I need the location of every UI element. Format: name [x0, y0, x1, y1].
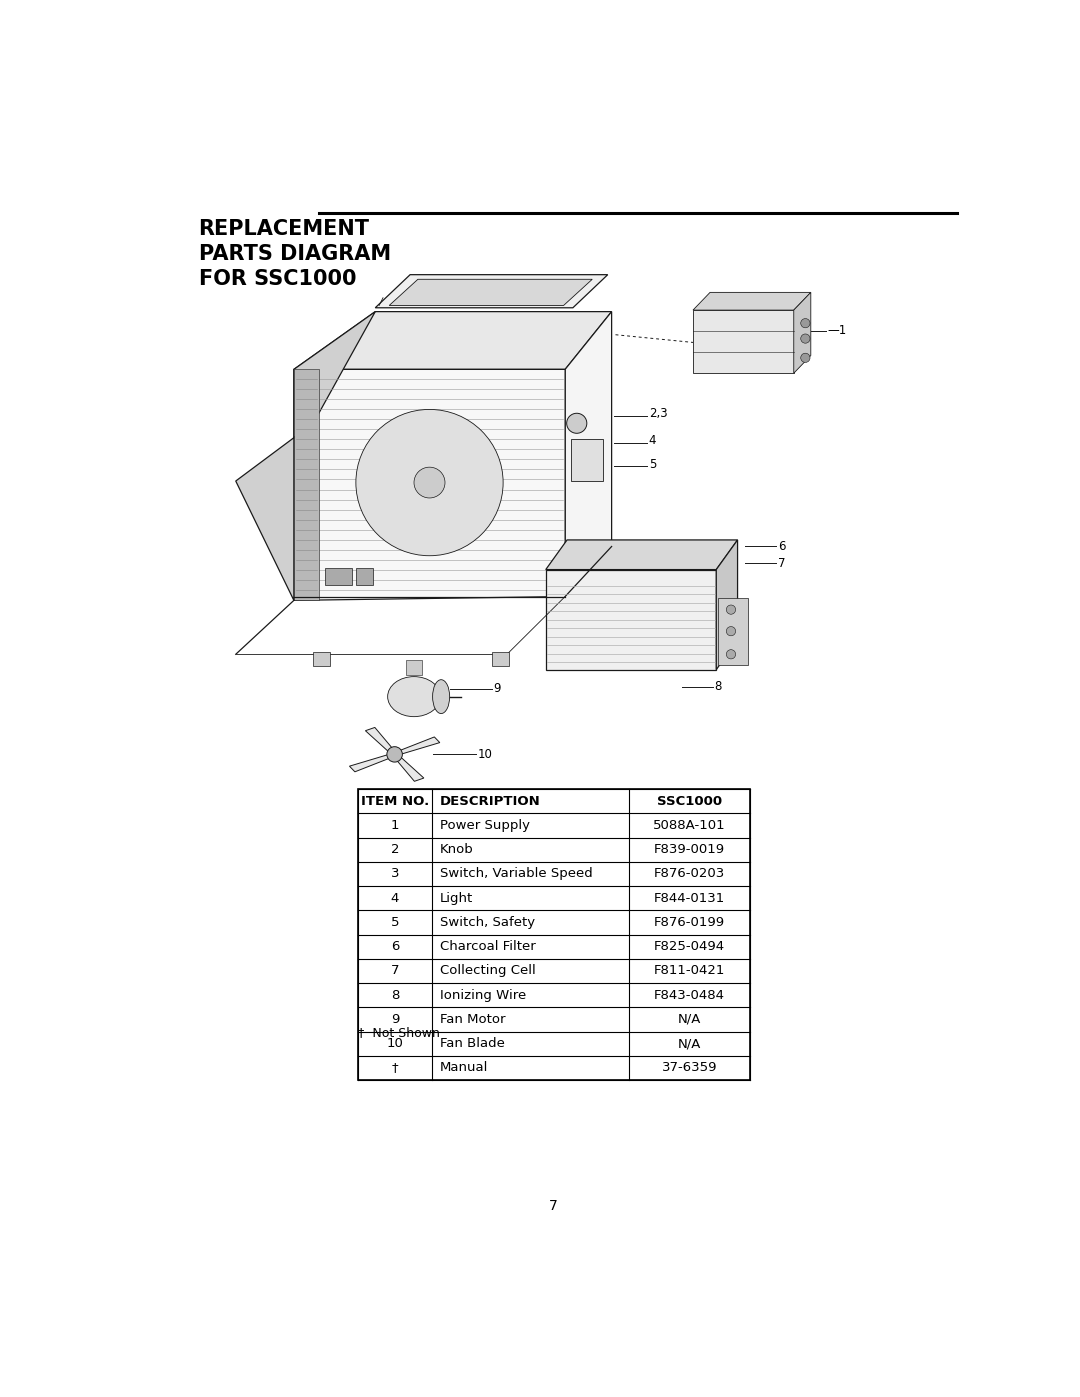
Text: PARTS DIAGRAM: PARTS DIAGRAM [199, 244, 391, 264]
Polygon shape [375, 275, 608, 307]
Text: Light: Light [440, 891, 473, 905]
Text: F876-0199: F876-0199 [654, 916, 725, 929]
Text: SSC1000: SSC1000 [657, 795, 723, 807]
Bar [313, 652, 330, 666]
Polygon shape [794, 292, 811, 373]
Text: 7: 7 [778, 557, 785, 570]
Polygon shape [406, 659, 422, 675]
Text: F876-0203: F876-0203 [653, 868, 725, 880]
Polygon shape [397, 738, 440, 754]
Text: N/A: N/A [678, 1037, 701, 1051]
Bar [356, 569, 373, 585]
Polygon shape [365, 728, 394, 753]
Text: Collecting Cell: Collecting Cell [440, 964, 536, 978]
Text: F843-0484: F843-0484 [654, 989, 725, 1002]
Bar [718, 598, 747, 665]
Text: FOR SSC1000: FOR SSC1000 [199, 268, 356, 289]
Text: Fan Blade: Fan Blade [440, 1037, 504, 1051]
Polygon shape [294, 312, 611, 369]
Text: 7: 7 [549, 1199, 558, 1213]
Text: 10: 10 [387, 1037, 404, 1051]
Text: F825-0494: F825-0494 [654, 940, 725, 953]
Polygon shape [294, 369, 565, 601]
Circle shape [414, 467, 445, 497]
Circle shape [800, 334, 810, 344]
Text: 2: 2 [391, 844, 400, 856]
Bar [491, 652, 509, 666]
Text: F839-0019: F839-0019 [654, 844, 725, 856]
Text: 4: 4 [391, 891, 400, 905]
Polygon shape [545, 539, 738, 570]
Text: DESCRIPTION: DESCRIPTION [440, 795, 540, 807]
Text: 9: 9 [494, 682, 500, 696]
Text: 6: 6 [778, 539, 785, 553]
Polygon shape [693, 292, 811, 310]
Circle shape [727, 605, 735, 615]
Text: 5088A-101: 5088A-101 [653, 819, 726, 831]
Text: 9: 9 [391, 1013, 400, 1025]
Text: ITEM NO.: ITEM NO. [361, 795, 429, 807]
Polygon shape [395, 756, 423, 781]
Text: 2,3: 2,3 [649, 407, 667, 419]
Text: 10: 10 [477, 747, 492, 761]
Text: Ionizing Wire: Ionizing Wire [440, 989, 526, 1002]
Circle shape [800, 353, 810, 362]
Circle shape [800, 319, 810, 328]
Text: 6: 6 [391, 940, 400, 953]
Text: 8: 8 [715, 680, 723, 693]
Bar [359, 789, 750, 1080]
Polygon shape [294, 369, 320, 601]
Text: 37-6359: 37-6359 [662, 1062, 717, 1074]
Text: F844-0131: F844-0131 [653, 891, 725, 905]
Polygon shape [389, 279, 592, 306]
Text: —1: —1 [828, 324, 847, 338]
Text: 5: 5 [391, 916, 400, 929]
Polygon shape [693, 310, 794, 373]
Polygon shape [565, 312, 611, 597]
Text: †  Not Shown: † Not Shown [359, 1027, 440, 1039]
Text: 3: 3 [391, 868, 400, 880]
Text: 5: 5 [649, 458, 657, 471]
Text: Switch, Variable Speed: Switch, Variable Speed [440, 868, 592, 880]
Bar [570, 439, 603, 481]
Text: 4: 4 [649, 434, 657, 447]
Ellipse shape [388, 676, 441, 717]
Polygon shape [716, 539, 738, 669]
Polygon shape [350, 754, 391, 771]
Text: N/A: N/A [678, 1013, 701, 1025]
Text: 7: 7 [391, 964, 400, 978]
Circle shape [727, 627, 735, 636]
Text: Power Supply: Power Supply [440, 819, 529, 831]
Circle shape [567, 414, 586, 433]
Polygon shape [235, 312, 375, 601]
Text: Charcoal Filter: Charcoal Filter [440, 940, 536, 953]
Text: Manual: Manual [440, 1062, 488, 1074]
Text: 8: 8 [391, 989, 400, 1002]
Text: REPLACEMENT: REPLACEMENT [199, 219, 369, 239]
Text: F811-0421: F811-0421 [653, 964, 725, 978]
Circle shape [387, 746, 403, 763]
Text: Knob: Knob [440, 844, 473, 856]
Text: Fan Motor: Fan Motor [440, 1013, 505, 1025]
Polygon shape [545, 570, 716, 669]
Bar [325, 569, 352, 585]
Text: Switch, Safety: Switch, Safety [440, 916, 535, 929]
Text: 1: 1 [391, 819, 400, 831]
Circle shape [727, 650, 735, 659]
Circle shape [356, 409, 503, 556]
Ellipse shape [433, 680, 449, 714]
Text: †: † [392, 1062, 399, 1074]
